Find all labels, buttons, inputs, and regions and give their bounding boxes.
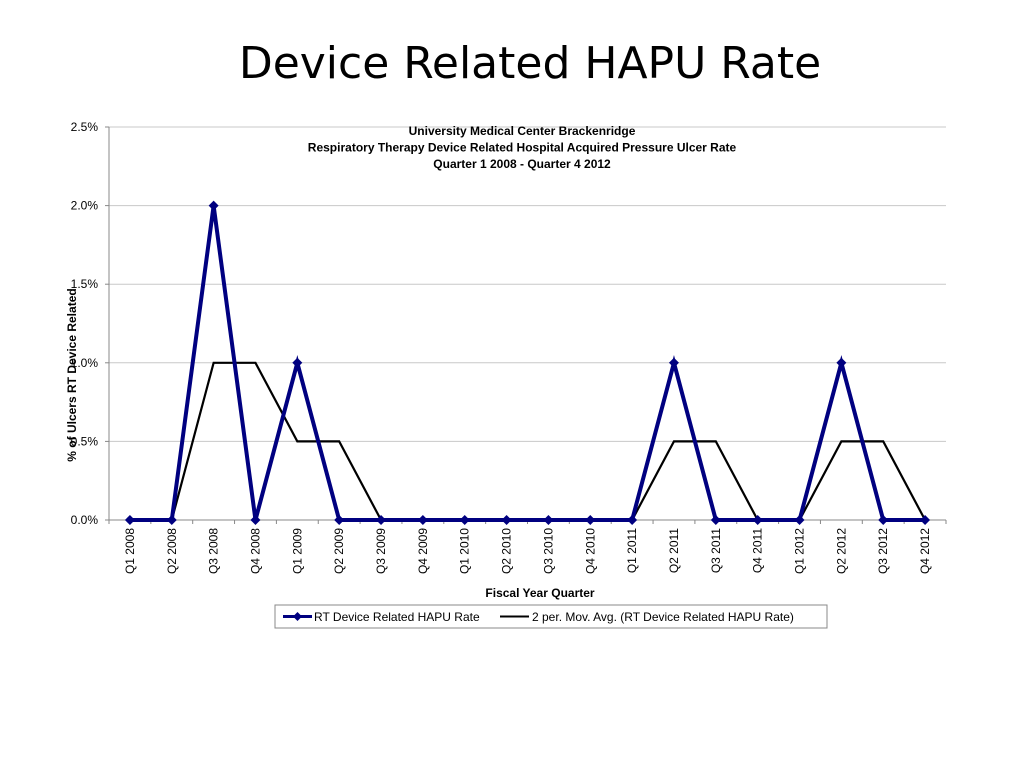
data-point [501,515,512,525]
x-tick-label: Q4 2008 [248,528,262,574]
data-point [668,357,679,368]
x-tick-label: Q3 2011 [709,528,723,573]
x-tick-label: Q1 2008 [123,528,137,574]
data-point [920,515,931,525]
x-tick-label: Q2 2009 [332,528,346,574]
data-point [208,200,219,211]
y-tick-label: 2.0% [71,199,99,213]
x-tick-label: Q1 2009 [290,528,304,574]
data-point [794,515,805,525]
x-tick-label: Q1 2010 [458,528,472,574]
x-axis-label: Fiscal Year Quarter [485,586,595,600]
y-axis-label: % of Ulcers RT Device Related [65,288,79,461]
x-tick-label: Q3 2010 [541,528,555,574]
x-tick-labels: Q1 2008 Q2 2008 Q3 2008 Q4 2008 Q1 2009 Q2 20… [108,520,947,574]
data-point [836,357,847,368]
x-tick-label: Q4 2010 [583,528,597,574]
y-tick-labels: 0.0% 0.5% 1.0% 1.5% 2.0% 2.5% [71,120,99,527]
x-tick-label: Q2 2008 [165,528,179,574]
chart-title: University Medical Center Brackenridge Re… [308,124,737,171]
series [124,200,931,525]
data-point [459,515,470,525]
data-point [752,515,763,525]
data-point [376,515,387,525]
y-tick-label: 1.0% [71,356,99,370]
x-tick-label: Q1 2012 [793,528,807,574]
x-tick-label: Q2 2011 [667,528,681,573]
legend-label-moving-avg: 2 per. Mov. Avg. (RT Device Related HAPU… [532,610,794,624]
data-point [334,515,345,525]
data-point [292,357,303,368]
data-point [543,515,554,525]
y-tick-label: 0.5% [71,434,99,448]
x-tick-label: Q4 2009 [416,528,430,574]
data-point [878,515,889,525]
data-point [124,515,135,525]
legend: RT Device Related HAPU Rate 2 per. Mov. … [274,604,828,629]
x-tick-label: Q1 2011 [625,528,639,573]
x-tick-label: Q3 2008 [207,528,221,574]
data-point [627,515,638,525]
data-point [585,515,596,525]
slide-title: Device Related HAPU Rate [238,38,822,89]
x-tick-label: Q4 2012 [918,528,932,574]
x-tick-label: Q4 2011 [751,528,765,573]
x-tick-label: Q3 2012 [876,528,890,574]
legend-marker-rate [293,612,302,621]
chart-title-line: University Medical Center Brackenridge [409,124,636,138]
axes [108,127,946,521]
data-point [250,515,261,525]
legend-label-rate: RT Device Related HAPU Rate [314,610,480,624]
series-line-rate [129,205,926,522]
x-tick-label: Q2 2010 [500,528,514,574]
data-point [417,515,428,525]
data-point [166,515,177,525]
legend-box [274,604,828,629]
x-tick-label: Q3 2009 [374,528,388,574]
y-tick-label: 2.5% [71,120,99,134]
chart-title-line: Quarter 1 2008 - Quarter 4 2012 [433,157,611,171]
x-tick-label: Q2 2012 [834,528,848,574]
y-tick-label: 1.5% [71,277,99,291]
chart-title-line: Respiratory Therapy Device Related Hospi… [308,141,737,155]
y-tick-label: 0.0% [71,513,99,527]
data-point [710,515,721,525]
